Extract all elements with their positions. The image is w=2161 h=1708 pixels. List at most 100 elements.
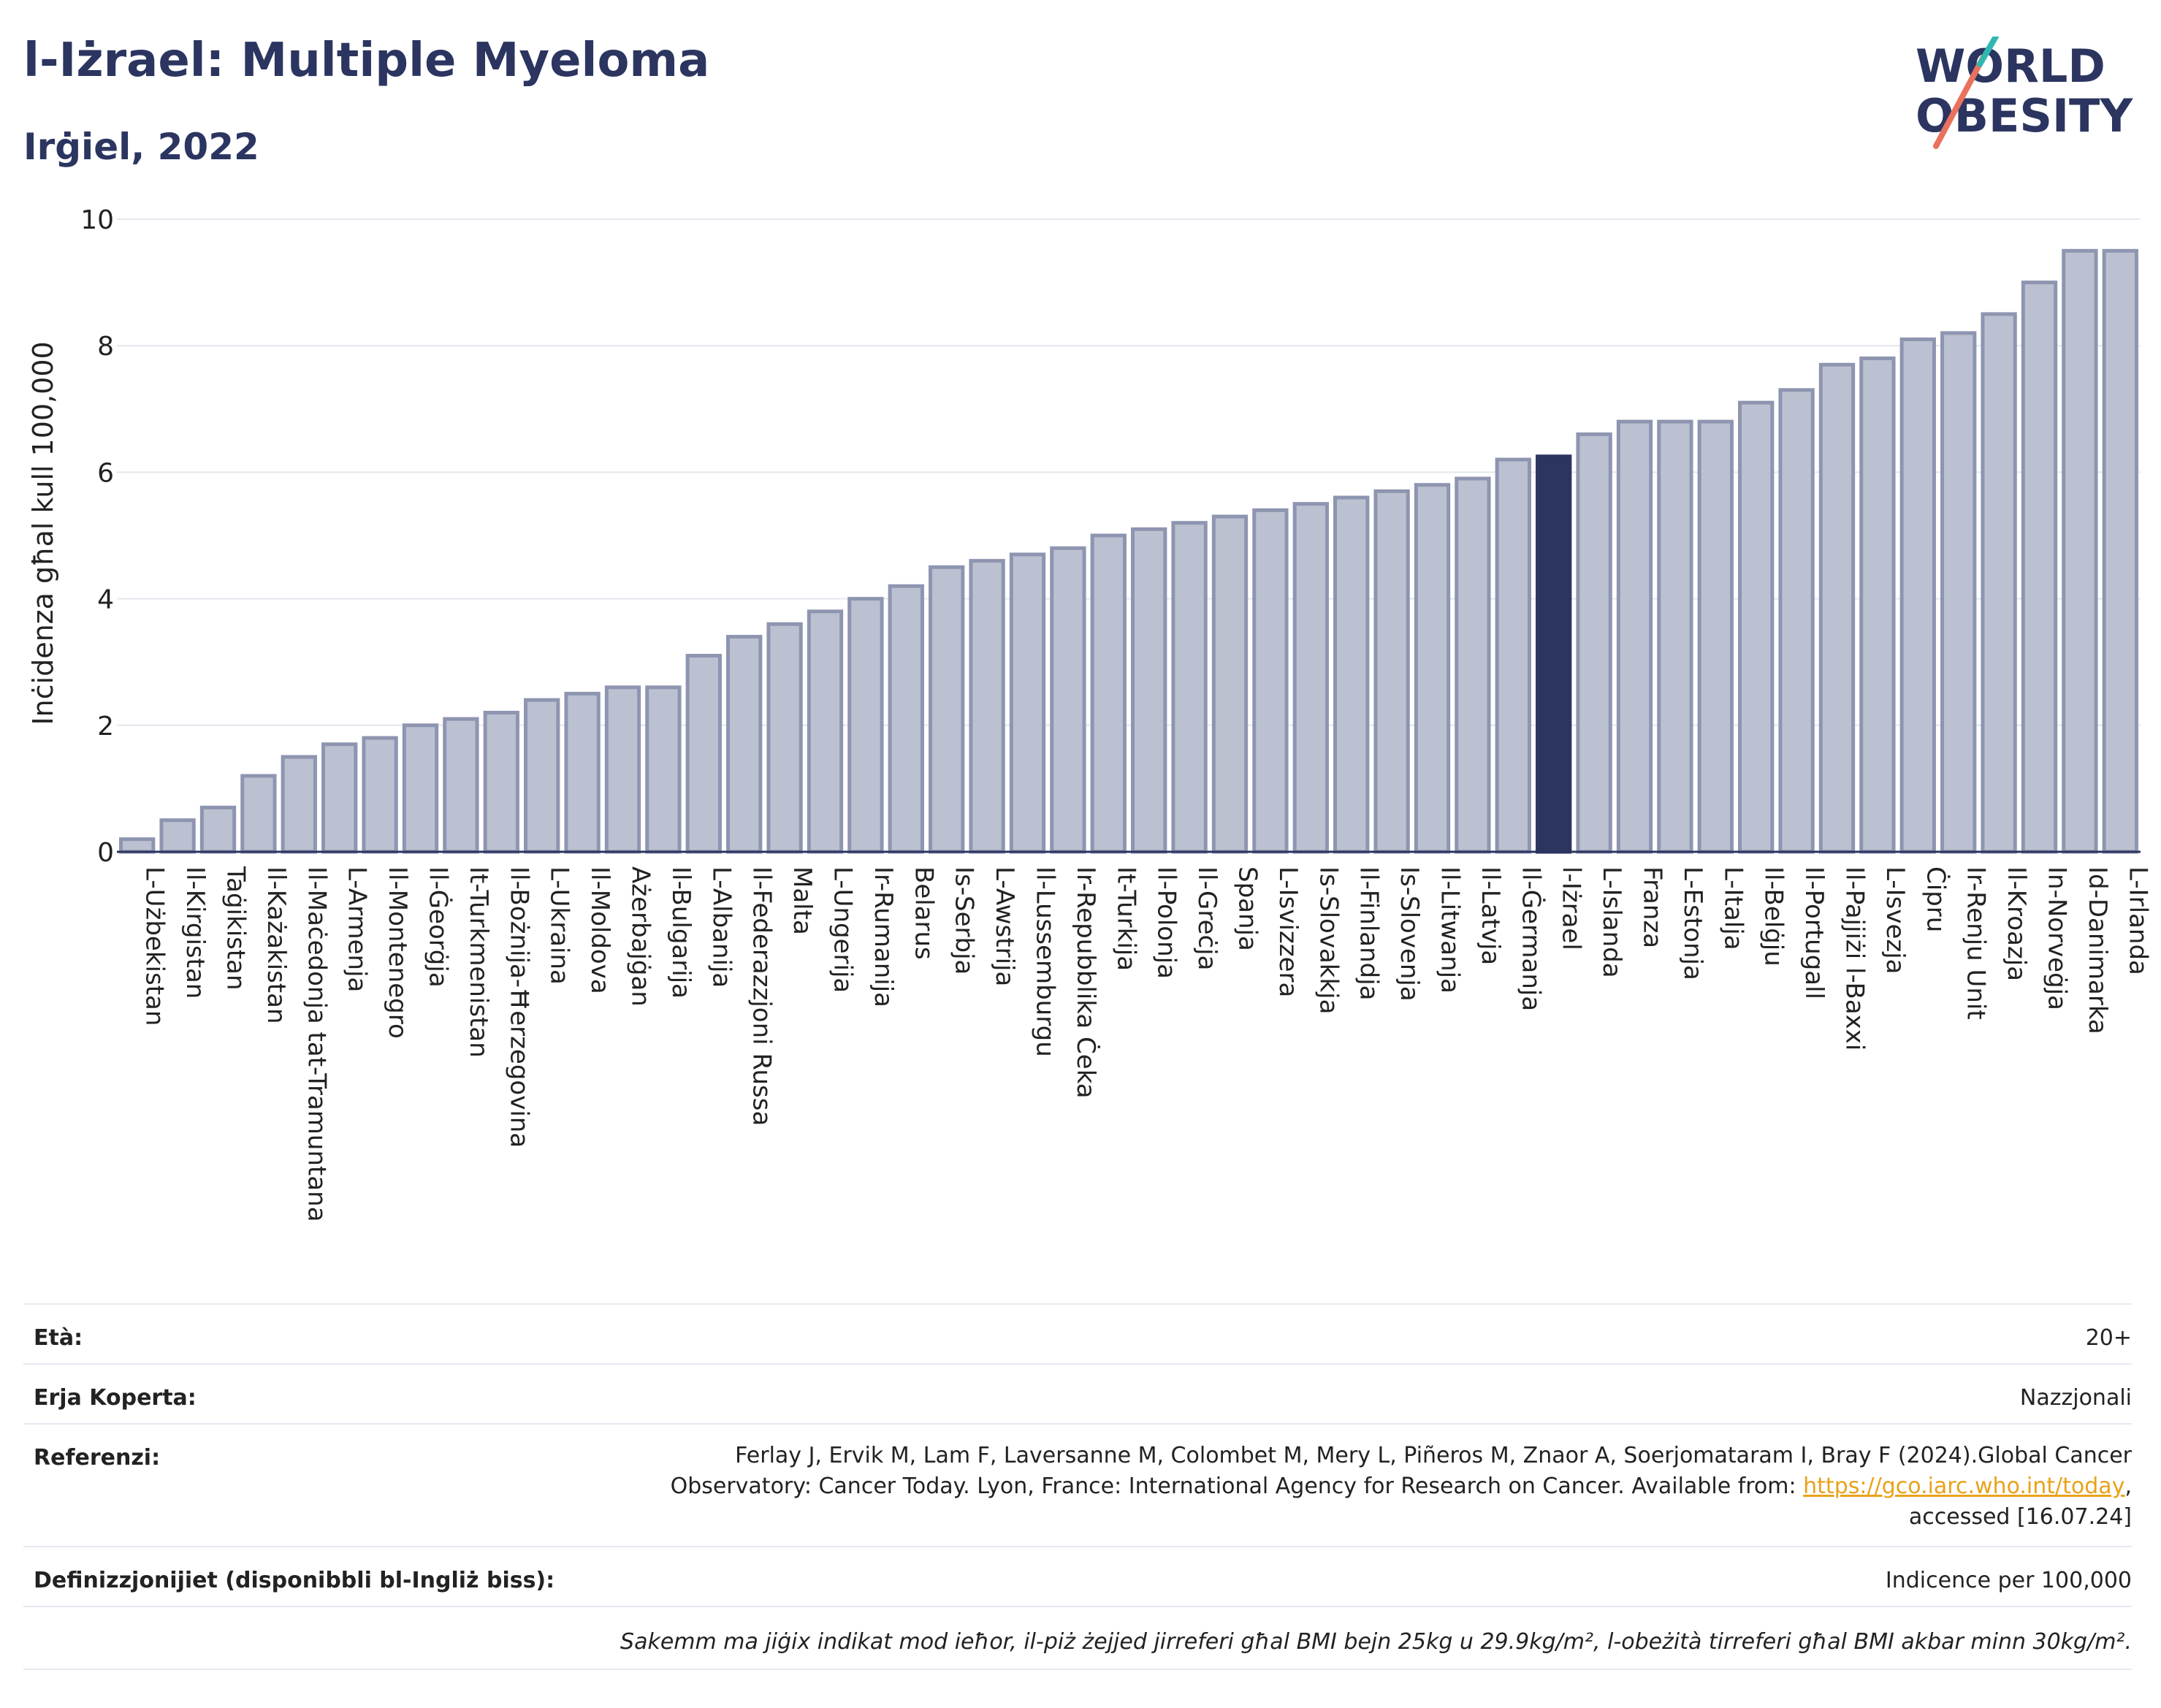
x-tick-label: Is-Slovenja <box>1395 866 1424 1002</box>
x-tick-label: Il-Ġermanja <box>1516 866 1546 1011</box>
x-tick-label: Ir-Rumanija <box>869 866 898 1007</box>
x-tick-label: Il-Montenegro <box>383 866 412 1039</box>
bar <box>1738 400 1775 854</box>
x-tick-label: L-Użbekistan <box>140 866 169 1026</box>
x-tick-label: Ażerbajġan <box>626 866 655 1007</box>
world-obesity-logo: WORLD OBESITY <box>1916 37 2133 149</box>
y-tick-label: 8 <box>97 332 114 362</box>
age-row: Età: 20+ <box>23 1303 2132 1365</box>
coverage-label: Erja Koperta: <box>34 1385 197 1411</box>
x-tick-label: Il-Latvja <box>1476 866 1505 965</box>
bar <box>1616 419 1653 854</box>
reference-label: Referenzi: <box>34 1445 161 1471</box>
logo-slash-red <box>1933 54 1986 149</box>
bar <box>362 736 398 854</box>
bar <box>2102 248 2138 854</box>
bar <box>1009 552 1046 854</box>
x-tick-label: Il-Maċedonja tat-Tramuntana <box>302 866 331 1222</box>
x-tick-label: It-Turkija <box>1111 866 1140 971</box>
y-tick-labels: 0 2 4 6 8 10 <box>80 205 114 868</box>
x-tick-label: Il-Litwanja <box>1436 866 1465 994</box>
x-tick-label: Il-Kirgistan <box>180 866 210 999</box>
definitions-row: Definizzjonijiet (disponibbli bl-Ingliż … <box>23 1546 2132 1607</box>
reference-row: Referenzi: Ferlay J, Ervik M, Lam F, Lav… <box>23 1423 2132 1547</box>
bar <box>1697 419 1734 854</box>
x-tick-label: It-Turkmenistan <box>464 866 493 1058</box>
page-subtitle: Irġiel, 2022 <box>23 126 259 168</box>
y-tick-label: 0 <box>97 838 114 868</box>
x-tick-label: In-Norveġja <box>2043 866 2072 1010</box>
x-tick-label: Il-Federazzjoni Russa <box>747 866 777 1126</box>
bar <box>685 654 722 854</box>
coverage-row: Erja Koperta: Nazzjonali <box>23 1363 2132 1425</box>
bar <box>402 723 439 854</box>
x-tick-label: Il-Greċja <box>1192 866 1221 970</box>
x-tick-label: Il-Kroazja <box>2002 866 2031 981</box>
x-tick-label: Il-Moldova <box>585 866 614 994</box>
bar <box>1131 527 1167 854</box>
bar <box>1414 483 1451 854</box>
x-tick-label: Spanja <box>1233 866 1262 951</box>
bar <box>1252 508 1289 854</box>
bar <box>1333 495 1370 854</box>
x-tick-label: L-Islanda <box>1597 866 1626 978</box>
bar <box>1981 312 2017 854</box>
bar <box>321 742 358 854</box>
x-tick-label: Il-Ġeorġja <box>424 866 454 988</box>
x-tick-label: Taġikistan <box>221 866 251 991</box>
bar <box>888 584 924 854</box>
bar <box>1818 362 1856 854</box>
reference-link[interactable]: https://gco.iarc.who.int/today <box>1803 1473 2125 1499</box>
bar <box>807 609 844 854</box>
x-tick-label: Il-Każakistan <box>262 866 291 1024</box>
x-tick-label: L-Isvezja <box>1880 866 1910 975</box>
bar <box>2062 248 2098 854</box>
bar <box>564 692 601 854</box>
reference-value: Ferlay J, Ervik M, Lam F, Laversanne M, … <box>671 1441 2132 1533</box>
bar <box>443 717 479 854</box>
x-tick-label: Il-Pajjiżi l-Baxxi <box>1840 866 1870 1051</box>
reference-line-2: Observatory: Cancer Today. Lyon, France:… <box>671 1471 2132 1502</box>
age-value: 20+ <box>2085 1325 2132 1351</box>
x-tick-label: L-Italja <box>1718 866 1748 950</box>
bars <box>117 248 2141 854</box>
bar <box>1211 514 1249 854</box>
bar <box>524 698 560 854</box>
x-tick-label: Ir-Repubblika Ċeka <box>1071 866 1101 1099</box>
x-tick-label: L-Isvizzera <box>1273 866 1303 997</box>
bar <box>1090 533 1127 854</box>
bar <box>1536 454 1572 854</box>
bar <box>1455 476 1491 854</box>
x-tick-label: Franza <box>1638 866 1667 948</box>
bar <box>281 755 317 854</box>
bar <box>159 818 196 854</box>
bar <box>1292 502 1329 854</box>
x-tick-label: L-Estonja <box>1678 866 1707 980</box>
note-row: Sakemm ma jiġix indikat mod ieħor, il-pi… <box>23 1606 2132 1670</box>
bar <box>1778 388 1815 854</box>
x-tick-label: L-Awstrija <box>990 866 1019 986</box>
bar <box>2021 281 2058 854</box>
x-tick-label: Id-Danimarka <box>2083 866 2112 1034</box>
x-tick-label: Il-Belġju <box>1759 866 1788 967</box>
x-tick-label: L-Irlanda <box>2123 866 2152 975</box>
x-tick-label: L-Armenja <box>343 866 372 992</box>
reference-line-2-text: Observatory: Cancer Today. Lyon, France:… <box>670 1473 1804 1499</box>
x-tick-label: Ir-Renju Unit <box>1962 866 1991 1020</box>
x-tick-label: L-Albanija <box>706 866 736 988</box>
reference-line-3: accessed [16.07.24] <box>1908 1504 2132 1530</box>
x-tick-label: Malta <box>788 866 817 935</box>
bar <box>1495 457 1531 854</box>
bar <box>645 685 682 854</box>
x-tick-label: Il-Finlandja <box>1354 866 1384 1001</box>
bar <box>1576 432 1612 854</box>
bar <box>199 805 237 854</box>
age-label: Età: <box>34 1325 83 1351</box>
x-tick-label: Il-Polonja <box>1152 866 1181 979</box>
x-tick-label: L-Ungerija <box>828 866 858 993</box>
definitions-value: Indicence per 100,000 <box>1885 1568 2132 1593</box>
bar-chart: 0 2 4 6 8 10 L-Użbekistan Il-Kirgistan Taġikist… <box>27 205 2152 1222</box>
bar <box>726 635 763 854</box>
page-title: l-Iżrael: Multiple Myeloma <box>23 34 710 88</box>
bar <box>1050 546 1086 854</box>
